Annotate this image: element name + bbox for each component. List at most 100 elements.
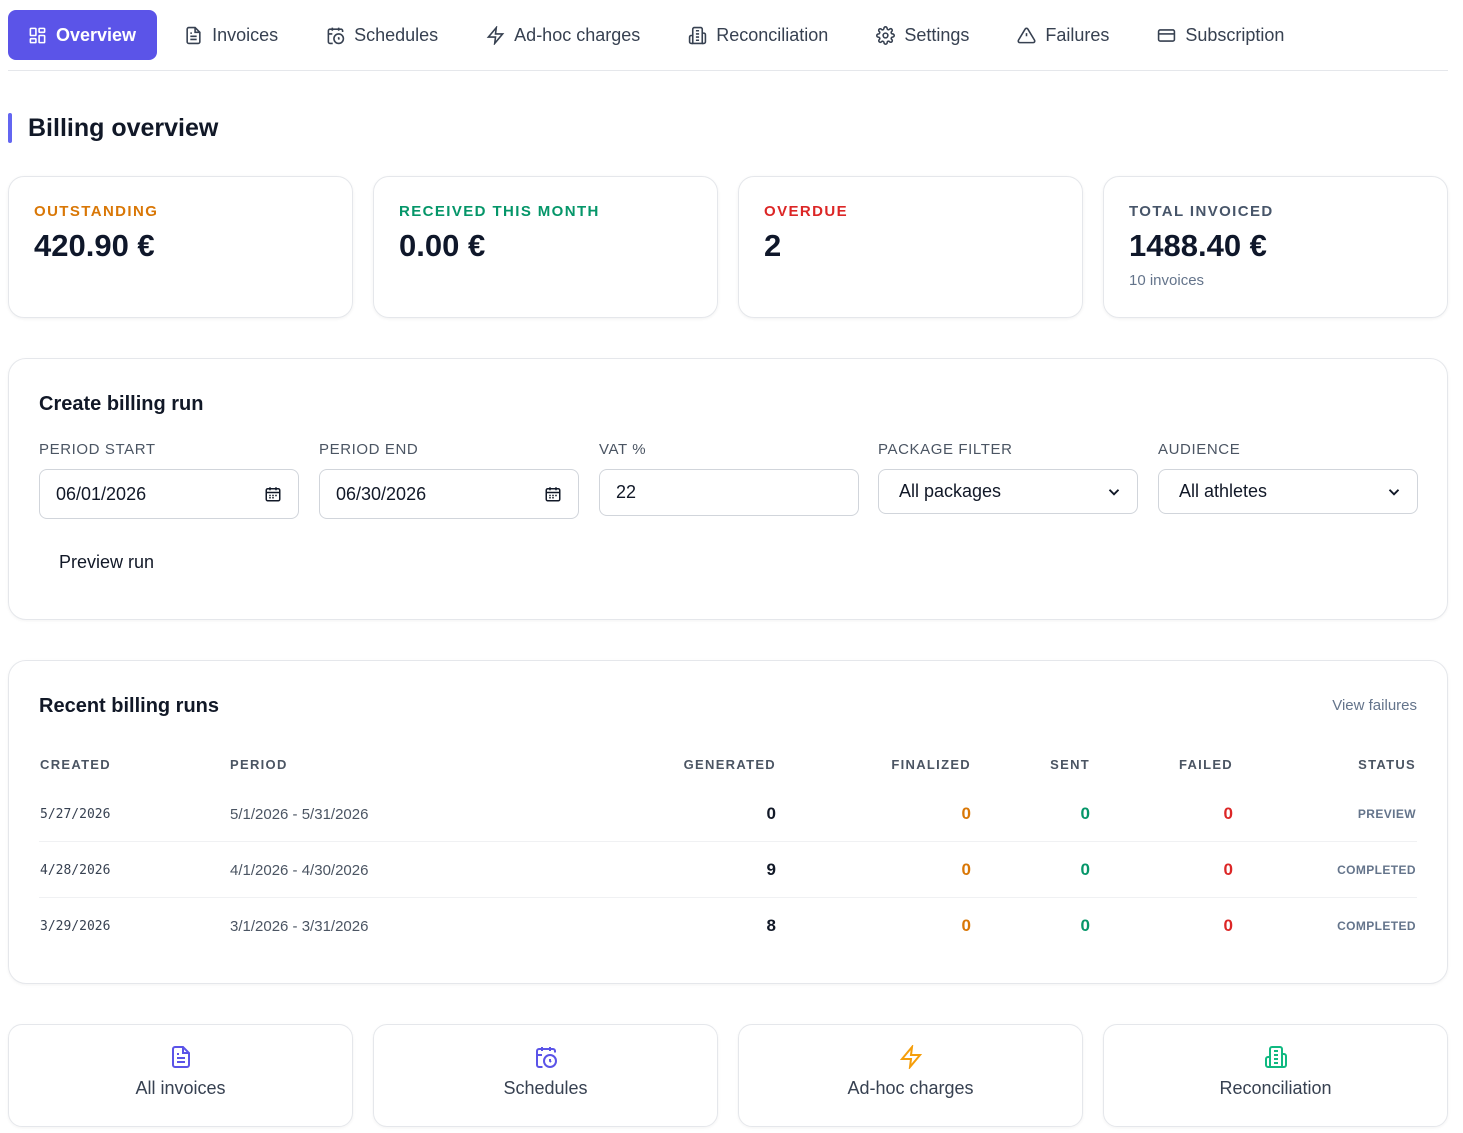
quick-link-reconciliation[interactable]: Reconciliation bbox=[1103, 1024, 1448, 1127]
calendar-icon[interactable] bbox=[544, 485, 562, 503]
grid-icon bbox=[29, 27, 46, 43]
lightning-icon bbox=[486, 25, 505, 45]
audience-label: AUDIENCE bbox=[1158, 441, 1241, 458]
vat-input[interactable]: 22 bbox=[599, 469, 859, 516]
package-filter-select[interactable]: All packages bbox=[878, 469, 1138, 514]
table-row[interactable]: 3/29/2026 3/1/2026 - 3/31/2026 8 0 0 0 C… bbox=[39, 898, 1417, 954]
tab-failures[interactable]: Failures bbox=[996, 10, 1130, 60]
chevron-down-icon bbox=[1388, 488, 1400, 496]
stat-card-outstanding: OUTSTANDING 420.90 € bbox=[8, 176, 353, 318]
building-icon bbox=[689, 26, 707, 44]
created-cell: 5/27/2026 bbox=[40, 806, 111, 822]
panel-title: Recent billing runs bbox=[39, 695, 220, 717]
lightning-icon bbox=[899, 1045, 922, 1069]
column-header-created: CREATED bbox=[40, 757, 111, 772]
tab-label: Schedules bbox=[354, 24, 439, 45]
stat-card-total-invoiced: TOTAL INVOICED 1488.40 € 10 invoices bbox=[1103, 176, 1448, 318]
panel-title: Create billing run bbox=[39, 393, 204, 415]
document-icon bbox=[171, 1046, 190, 1068]
preview-run-button[interactable]: Preview run bbox=[59, 552, 155, 572]
period-cell: 3/1/2026 - 3/31/2026 bbox=[230, 917, 369, 935]
sent-cell: 0 bbox=[1080, 860, 1090, 879]
chevron-down-icon bbox=[1108, 488, 1120, 496]
finalized-cell: 0 bbox=[961, 860, 971, 879]
column-header-failed: FAILED bbox=[1178, 757, 1233, 772]
period-start-value: 06/01/2026 bbox=[56, 483, 147, 504]
tab-label: Failures bbox=[1045, 24, 1110, 45]
quick-link-label: Reconciliation bbox=[1219, 1078, 1332, 1098]
tab-overview[interactable]: Overview bbox=[8, 10, 158, 60]
stat-label: TOTAL INVOICED bbox=[1129, 203, 1274, 220]
tab-bar: Overview Invoices Schedules Ad-hoc charg… bbox=[8, 10, 1448, 71]
status-badge: COMPLETED bbox=[1337, 863, 1416, 877]
recent-billing-runs-panel: Recent billing runs View failures CREATE… bbox=[8, 660, 1448, 984]
tab-label: Ad-hoc charges bbox=[514, 24, 641, 45]
title-accent-bar bbox=[8, 113, 12, 143]
status-badge: PREVIEW bbox=[1357, 807, 1416, 821]
tab-label: Subscription bbox=[1185, 24, 1285, 45]
page-title: Billing overview bbox=[28, 113, 219, 142]
failed-cell: 0 bbox=[1223, 860, 1233, 879]
quick-link-schedules[interactable]: Schedules bbox=[373, 1024, 718, 1127]
finalized-cell: 0 bbox=[961, 804, 971, 823]
stat-label: OVERDUE bbox=[764, 203, 848, 220]
column-header-status: STATUS bbox=[1358, 757, 1416, 772]
generated-cell: 0 bbox=[766, 804, 776, 823]
period-cell: 4/1/2026 - 4/30/2026 bbox=[230, 861, 369, 879]
period-end-input[interactable]: 06/30/2026 bbox=[319, 469, 579, 519]
stat-subtext: 10 invoices bbox=[1129, 272, 1205, 289]
tab-subscription[interactable]: Subscription bbox=[1136, 10, 1305, 60]
stat-value: 1488.40 € bbox=[1129, 228, 1267, 263]
stat-value: 2 bbox=[764, 228, 782, 263]
stat-label: RECEIVED THIS MONTH bbox=[399, 203, 600, 220]
stat-label: OUTSTANDING bbox=[34, 203, 159, 220]
period-end-value: 06/30/2026 bbox=[336, 483, 427, 504]
view-failures-link[interactable]: View failures bbox=[1332, 697, 1417, 714]
column-header-sent: SENT bbox=[1050, 757, 1090, 772]
period-start-label: PERIOD START bbox=[39, 441, 156, 458]
failed-cell: 0 bbox=[1223, 916, 1233, 935]
table-row[interactable]: 4/28/2026 4/1/2026 - 4/30/2026 9 0 0 0 C… bbox=[39, 842, 1417, 898]
package-filter-label: PACKAGE FILTER bbox=[878, 441, 1013, 458]
card-icon bbox=[1158, 28, 1176, 42]
quick-link-label: All invoices bbox=[135, 1078, 226, 1098]
status-badge: COMPLETED bbox=[1337, 919, 1416, 933]
sent-cell: 0 bbox=[1080, 804, 1090, 823]
generated-cell: 8 bbox=[766, 916, 776, 935]
tab-ad-hoc-charges[interactable]: Ad-hoc charges bbox=[465, 10, 661, 60]
vat-label: VAT % bbox=[599, 441, 647, 458]
tab-label: Reconciliation bbox=[716, 24, 829, 45]
generated-cell: 9 bbox=[766, 860, 776, 879]
quick-link-ad-hoc-charges[interactable]: Ad-hoc charges bbox=[738, 1024, 1083, 1127]
created-cell: 3/29/2026 bbox=[40, 918, 111, 934]
tab-reconciliation[interactable]: Reconciliation bbox=[667, 10, 849, 60]
table-row[interactable]: 5/27/2026 5/1/2026 - 5/31/2026 0 0 0 0 P… bbox=[39, 786, 1417, 842]
audience-value: All athletes bbox=[1179, 481, 1268, 501]
tab-label: Invoices bbox=[212, 24, 279, 45]
period-cell: 5/1/2026 - 5/31/2026 bbox=[230, 805, 369, 823]
period-start-input[interactable]: 06/01/2026 bbox=[39, 469, 299, 519]
tab-settings[interactable]: Settings bbox=[855, 10, 990, 60]
tab-invoices[interactable]: Invoices bbox=[163, 10, 299, 60]
stat-value: 0.00 € bbox=[399, 228, 486, 263]
period-end-label: PERIOD END bbox=[319, 441, 419, 458]
quick-link-label: Ad-hoc charges bbox=[847, 1078, 974, 1098]
gear-icon bbox=[876, 25, 896, 45]
failed-cell: 0 bbox=[1223, 804, 1233, 823]
warning-icon bbox=[1017, 27, 1036, 43]
page-header: Billing overview bbox=[8, 112, 218, 144]
building-icon bbox=[1264, 1046, 1287, 1068]
tab-label: Settings bbox=[904, 24, 970, 45]
package-filter-value: All packages bbox=[899, 481, 1002, 501]
calendar-icon[interactable] bbox=[264, 485, 282, 503]
stat-card-received: RECEIVED THIS MONTH 0.00 € bbox=[373, 176, 718, 318]
stat-card-overdue: OVERDUE 2 bbox=[738, 176, 1083, 318]
vat-value: 22 bbox=[616, 482, 637, 502]
created-cell: 4/28/2026 bbox=[40, 862, 111, 878]
stat-value: 420.90 € bbox=[34, 228, 155, 263]
column-header-finalized: FINALIZED bbox=[891, 757, 971, 772]
audience-select[interactable]: All athletes bbox=[1158, 469, 1418, 514]
quick-link-all-invoices[interactable]: All invoices bbox=[8, 1024, 353, 1127]
tab-schedules[interactable]: Schedules bbox=[305, 10, 459, 60]
column-header-period: PERIOD bbox=[230, 757, 288, 772]
